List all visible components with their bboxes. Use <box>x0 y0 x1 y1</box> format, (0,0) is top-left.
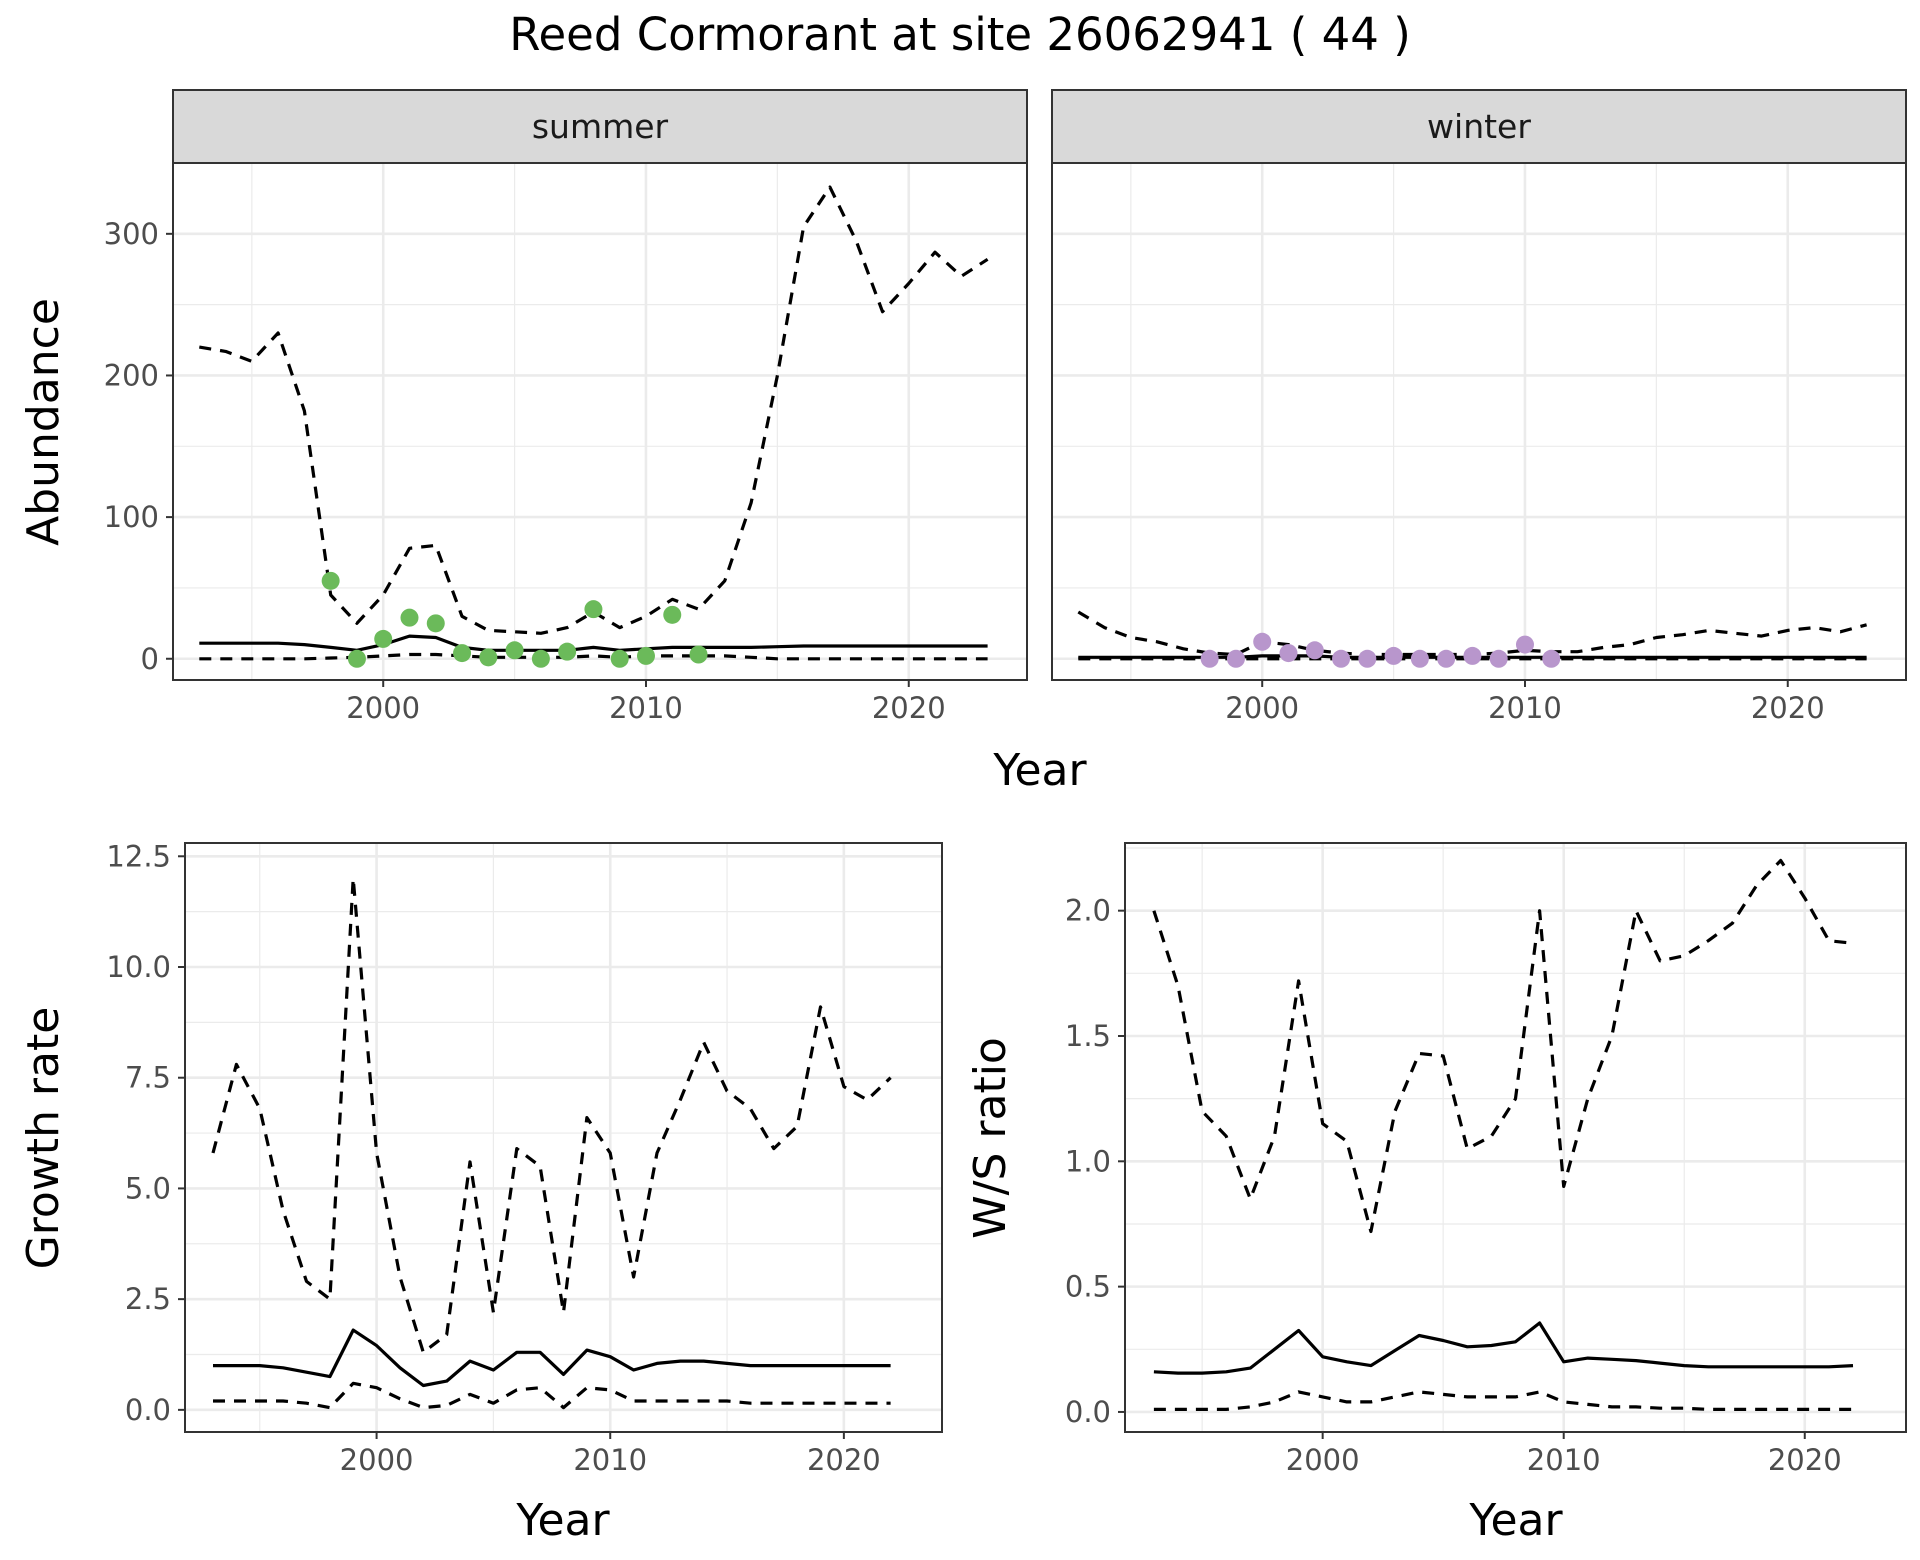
y-tick-label: 100 <box>104 500 159 534</box>
plot-background <box>1052 163 1906 680</box>
plot-background <box>1125 843 1906 1432</box>
lower-bound-line <box>1153 1390 1853 1411</box>
mean-line <box>213 1328 891 1388</box>
x-tick-label: 2000 <box>346 691 420 725</box>
x-axis-title: Year <box>515 1495 610 1546</box>
y-tick-label: 2.0 <box>1065 894 1111 928</box>
x-tick-label: 2020 <box>872 691 946 725</box>
y-tick-label: 7.5 <box>125 1061 171 1095</box>
facet-strip <box>172 89 1028 164</box>
facet-strip <box>1051 89 1907 164</box>
gridlines <box>173 163 1027 680</box>
x-tick-label: 2010 <box>1488 691 1562 725</box>
upper-bound-line <box>199 185 989 635</box>
observed-count-point <box>1358 649 1377 668</box>
x-tick-label: 2000 <box>340 1443 414 1477</box>
observed-count-point <box>347 649 366 668</box>
y-tick-label: 1.0 <box>1065 1144 1111 1178</box>
x-axis-title: Year <box>1468 1495 1563 1546</box>
panel-border <box>1124 842 1907 1433</box>
y-tick-label: 5.0 <box>125 1171 171 1205</box>
upper-bound-line <box>211 876 892 1354</box>
lower-bound-line <box>213 1381 891 1410</box>
observed-count-point <box>505 641 524 660</box>
observed-count-point <box>1463 646 1482 665</box>
panel-winter: 2000 2010 2020 winter <box>1051 89 1907 725</box>
y-tick-label: 10.0 <box>106 950 171 984</box>
x-tick-label: 2000 <box>1225 691 1299 725</box>
observed-count-point <box>400 608 419 627</box>
y-tick-label: 0 <box>141 642 159 676</box>
observed-count-point <box>1542 649 1561 668</box>
observed-count-point <box>689 645 708 664</box>
y-tick-label: 2.5 <box>125 1282 171 1316</box>
observed-count-point <box>558 642 577 661</box>
y-tick-label: 0.0 <box>1065 1395 1111 1429</box>
observed-count-point <box>636 646 655 665</box>
x-tick-label: 2000 <box>1286 1443 1360 1477</box>
upper-bound-line <box>1152 858 1854 1234</box>
gridlines <box>1125 843 1906 1432</box>
observed-count-point <box>1305 641 1324 660</box>
y-axis-title: Growth rate <box>18 1007 69 1270</box>
observed-count-point <box>584 600 603 619</box>
y-tick-label: 300 <box>104 217 159 251</box>
x-tick-label: 2010 <box>609 691 683 725</box>
observed-count-point <box>321 571 340 590</box>
observed-count-point <box>453 644 472 663</box>
observed-count-point <box>1279 644 1298 663</box>
observed-count-point <box>1410 649 1429 668</box>
observed-count-point <box>1515 635 1534 654</box>
facet-strip-label: summer <box>532 107 669 146</box>
observed-count-point <box>1200 649 1219 668</box>
lower-bound-line <box>199 652 988 661</box>
observed-count-point <box>374 629 393 648</box>
y-tick-label: 200 <box>104 358 159 392</box>
panel-summer: 2000 2010 2020 0 100 200 300 summer <box>104 89 1028 725</box>
x-tick-label: 2010 <box>573 1443 647 1477</box>
y-tick-label: 12.5 <box>106 839 171 873</box>
x-tick-label: 2010 <box>1527 1443 1601 1477</box>
observed-count-point <box>531 649 550 668</box>
observed-count-point <box>663 605 682 624</box>
y-tick-label: 1.5 <box>1065 1019 1111 1053</box>
plot-background <box>173 163 1027 680</box>
observed-count-point <box>1489 649 1508 668</box>
facet-strip-label: winter <box>1427 107 1531 146</box>
gridlines <box>1052 163 1906 680</box>
mean-line <box>199 634 988 652</box>
observed-count-point <box>479 648 498 667</box>
y-tick-label: 0.0 <box>125 1393 171 1427</box>
y-axis-title: Abundance <box>18 298 69 546</box>
x-axis-title: Year <box>992 745 1087 796</box>
panel-ws-ratio: 2000 2010 2020 0.0 0.5 1.0 1.5 2.0 <box>1065 842 1907 1477</box>
observed-count-point <box>610 649 629 668</box>
observed-count-point <box>1332 649 1351 668</box>
y-tick-label: 0.5 <box>1065 1270 1111 1304</box>
observed-count-point <box>426 614 445 633</box>
observed-count-point <box>1437 649 1456 668</box>
chart-title: Reed Cormorant at site 26062941 ( 44 ) <box>509 8 1411 61</box>
x-tick-label: 2020 <box>807 1443 881 1477</box>
plot-background <box>185 843 942 1432</box>
x-tick-label: 2020 <box>1768 1443 1842 1477</box>
x-tick-label: 2020 <box>1751 691 1825 725</box>
y-axis-title: W/S ratio <box>965 1037 1016 1239</box>
mean-line <box>1153 1321 1854 1375</box>
panel-border <box>184 842 943 1433</box>
panel-growth-rate: 2000 2010 2020 0.0 2.5 5.0 7.5 10.0 12.5 <box>106 839 943 1477</box>
observed-count-point <box>1384 646 1403 665</box>
observed-count-point <box>1253 632 1272 651</box>
observed-count-point <box>1226 649 1245 668</box>
